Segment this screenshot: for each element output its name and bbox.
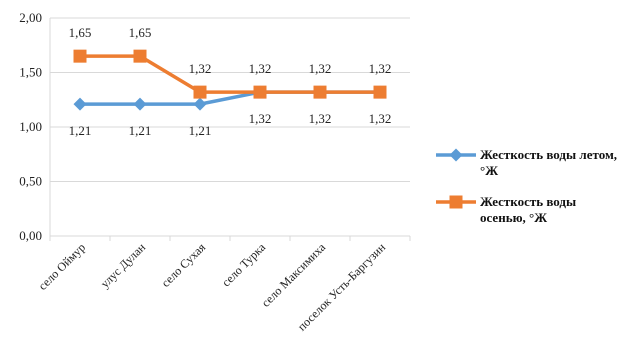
x-axis: село Оймур улус Дулан село Сухая село Турка… [35, 240, 388, 334]
legend-entry: Жесткость воды осенью, °Ж [480, 194, 576, 225]
series-line [80, 54, 380, 94]
y-tick-label: 0,00 [19, 228, 42, 243]
legend-marker [449, 195, 463, 209]
y-tick-label: 1,50 [19, 65, 42, 80]
data-point-marker [313, 85, 327, 99]
x-tick-label: село Оймур [35, 240, 88, 293]
data-label: 1,32 [309, 61, 332, 76]
data-label: 1,32 [249, 61, 272, 76]
y-tick-label: 1,00 [19, 119, 42, 134]
data-point-marker [193, 85, 207, 99]
legend: Жесткость воды летом, °Ж Жесткость воды осе… [436, 147, 617, 225]
data-label: 1,65 [69, 25, 92, 40]
data-point-marker [133, 49, 147, 63]
x-tick-label: улус Дулан [98, 240, 149, 291]
data-point-marker [73, 97, 87, 111]
data-point-marker [193, 97, 207, 111]
data-point-marker [133, 97, 147, 111]
y-tick-label: 2,00 [19, 10, 42, 25]
data-label: 1,32 [309, 111, 332, 126]
legend-entry: Жесткость воды летом, °Ж [480, 147, 617, 178]
x-tick-label: село Турка [219, 240, 269, 290]
data-label: 1,32 [369, 111, 392, 126]
data-label: 1,32 [369, 61, 392, 76]
data-label: 1,32 [189, 61, 212, 76]
data-label: 1,21 [129, 123, 152, 138]
y-tick-label: 0,50 [19, 174, 42, 189]
data-label: 1,65 [129, 25, 152, 40]
data-point-marker [73, 49, 87, 63]
series-layer: 1,21 1,21 1,21 1,32 1,32 1,32 1,65 1,65 1,32 1,32… [69, 25, 392, 138]
data-point-marker [253, 85, 267, 99]
data-label: 1,32 [249, 111, 272, 126]
y-axis: 0,00 0,50 1,00 1,50 2,00 [19, 10, 42, 243]
data-label: 1,21 [189, 123, 212, 138]
x-tick-label: село Сухая [158, 240, 208, 290]
legend-marker [449, 148, 463, 162]
data-label: 1,21 [69, 123, 92, 138]
data-point-marker [373, 85, 387, 99]
series-line [80, 90, 380, 106]
grid-lines [49, 17, 411, 241]
